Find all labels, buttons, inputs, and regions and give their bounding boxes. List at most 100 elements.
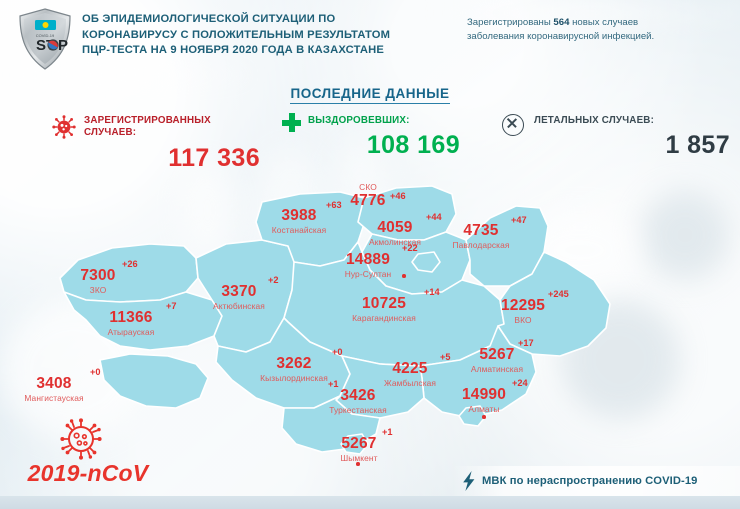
map-label-karaganda: 10725 Карагандинская +14	[340, 287, 440, 323]
bottom-strip	[0, 496, 740, 509]
map-label-vko-value: 12295	[500, 297, 546, 314]
map-label-pavlodar-name: Павлодарская	[452, 240, 510, 250]
map-label-kostanay-value: 3988	[281, 207, 317, 224]
map-label-kyzylorda: 3262 Кызылординская +0	[252, 347, 342, 383]
stat-recovered-label: ВЫЗДОРОВЕВШИХ:	[308, 115, 462, 127]
region-shymkent-city	[340, 433, 369, 455]
region-mangystau	[99, 353, 209, 409]
map-label-aktobe-value: 3370	[221, 283, 257, 300]
stat-recovered-label-line-1: ВЫЗДОРОВЕВШИХ:	[308, 115, 410, 126]
map-label-zhambyl-delta: +5	[440, 352, 451, 362]
ncov-label: 2019-nCoV	[27, 460, 149, 486]
map-label-nursultan-delta: +22	[402, 243, 418, 253]
map-label-almaty-city-value: 14990	[461, 386, 507, 403]
map-label-zko-delta: +26	[122, 259, 138, 269]
plus-icon	[282, 113, 301, 132]
page-title-line-3: ПЦР-ТЕСТА НА 9 НОЯБРЯ 2020 ГОДА В КАЗАХС…	[82, 44, 385, 56]
map-label-vko: 12295 ВКО +245	[492, 289, 569, 325]
map-label-zhambyl: 4225 Жамбылская +5	[374, 352, 451, 388]
map-label-almaty-oblast: 5267 Алматинская +17	[460, 338, 534, 374]
virus-icon	[60, 418, 102, 460]
stat-registered-label: ЗАРЕГИСТРИРОВАННЫХ СЛУЧАЕВ:	[84, 115, 262, 140]
map-label-akmola-name: Акмолинская	[368, 237, 421, 247]
virus-icon	[52, 115, 76, 139]
svg-text:P: P	[58, 37, 68, 54]
footer-bar: МВК по нераспространению COVID-19	[452, 466, 740, 496]
map-label-sko-value: 4776	[350, 192, 386, 209]
map-label-zko-name: ЗКО	[89, 285, 107, 295]
svg-text:COVID-19: COVID-19	[36, 33, 55, 38]
stat-registered-value: 117 336	[168, 143, 260, 172]
map-label-aktobe-name: Актюбинская	[213, 301, 265, 311]
stat-deaths-label-line-1: ЛЕТАЛЬНЫХ СЛУЧАЕВ:	[534, 115, 655, 126]
stop-covid-shield-logo: COVID-19 ST P	[19, 8, 71, 70]
x-circle-icon	[502, 114, 524, 136]
stat-registered-label-line-2: СЛУЧАЕВ:	[84, 127, 137, 139]
background-streak-1	[430, 0, 740, 26]
new-cases-prefix: Зарегистрированы	[467, 17, 554, 28]
kazakhstan-map-svg	[59, 185, 611, 455]
stat-recovered-cases: ВЫЗДОРОВЕВШИХ: 108 169	[282, 113, 462, 160]
map-label-kyzylorda-delta: +0	[332, 347, 343, 357]
map-label-nursultan-value: 14889	[345, 251, 391, 268]
page-title-line-2: КОРОНАВИРУСУ С ПОЛОЖИТЕЛЬНЫМ РЕЗУЛЬТАТОМ	[82, 28, 391, 41]
map-label-kostanay-name: Костанайская	[271, 225, 327, 235]
map-label-turkestan-value: 3426	[340, 387, 376, 404]
map-label-kyzylorda-value: 3262	[276, 355, 312, 372]
map-label-sko-delta: +46	[390, 191, 406, 201]
latest-data-heading: ПОСЛЕДНИЕ ДАННЫЕ	[0, 85, 740, 104]
new-cases-value: 564	[553, 17, 570, 28]
map-label-pavlodar-value: 4735	[463, 222, 499, 239]
map-label-shymkent-value: 5267	[341, 435, 377, 452]
map-label-kostanay-delta: +63	[326, 200, 342, 210]
map-label-nursultan: 14889 Нур-Султан +22	[330, 243, 418, 279]
region-almaty-city	[458, 405, 487, 427]
map-label-nursultan-name: Нур-Султан	[344, 269, 392, 279]
stat-registered-cases: ЗАРЕГИСТРИРОВАННЫХ СЛУЧАЕВ: 117 336	[52, 115, 262, 172]
map-label-vko-name: ВКО	[514, 315, 532, 325]
map-label-almaty-city-delta: +24	[512, 378, 528, 388]
map-label-turkestan-name: Туркестанская	[329, 405, 387, 415]
map-label-karaganda-delta: +14	[424, 287, 440, 297]
map-label-atyrau-name: Атырауская	[107, 327, 155, 337]
map-label-kostanay: 3988 Костанайская +63	[264, 200, 342, 235]
map-label-mangystau-name: Мангистауская	[24, 393, 84, 403]
lightning-bolt-icon	[463, 471, 475, 491]
map-label-akmola-value: 4059	[377, 219, 413, 236]
map-label-zko: 7300 ЗКО +26	[68, 259, 137, 295]
map-label-zhambyl-value: 4225	[392, 360, 428, 377]
stat-deaths-label: ЛЕТАЛЬНЫХ СЛУЧАЕВ:	[534, 115, 732, 127]
map-label-mangystau-value: 3408	[36, 375, 72, 392]
map-label-turkestan: 3426 Туркестанская +1	[316, 379, 400, 415]
map-label-aktobe-delta: +2	[268, 275, 279, 285]
new-cases-note: Зарегистрированы 564 новых случаев забол…	[467, 16, 735, 44]
map-label-akmola-delta: +44	[426, 212, 442, 222]
map-label-mangystau-delta: +0	[90, 367, 101, 377]
map-label-sko: СКО 4776 +46	[340, 182, 405, 209]
map-label-mangystau: 3408 Мангистауская +0	[12, 367, 100, 403]
header: COVID-19 ST P ОБ ЭПИДЕМИОЛОГИЧЕСКОЙ СИТУ…	[0, 0, 740, 78]
map-label-pavlodar: 4735 Павлодарская +47	[443, 215, 526, 250]
map-label-atyrau-value: 11366	[109, 309, 153, 326]
map-label-pavlodar-delta: +47	[511, 215, 527, 225]
map-label-shymkent-name: Шымкент	[340, 453, 378, 463]
stat-registered-label-line-1: ЗАРЕГИСТРИРОВАННЫХ	[84, 115, 211, 126]
new-cases-line-2: заболевания коронавирусной инфекцией.	[467, 31, 655, 42]
map-label-almaty-city-name: Алматы	[468, 404, 500, 414]
map-label-atyrau: 11366 Атырауская +7	[92, 301, 177, 337]
stat-recovered-value: 108 169	[366, 131, 460, 160]
map-label-kyzylorda-name: Кызылординская	[260, 373, 328, 383]
map-label-almaty-oblast-delta: +17	[518, 338, 534, 348]
new-cases-suffix: новых случаев	[569, 17, 639, 28]
map-label-zko-value: 7300	[80, 267, 116, 284]
map-label-aktobe: 3370 Актюбинская +2	[204, 275, 278, 311]
footer-bar-text: МВК по нераспространению COVID-19	[482, 475, 698, 487]
map-label-turkestan-delta: +1	[328, 379, 339, 389]
map-label-sko-name: СКО	[359, 182, 377, 192]
stat-death-cases: ЛЕТАЛЬНЫХ СЛУЧАЕВ: 1 857	[502, 114, 732, 159]
region-vko	[497, 251, 611, 357]
page-title-line-1: ОБ ЭПИДЕМИОЛОГИЧЕСКОЙ СИТУАЦИИ ПО	[82, 13, 336, 25]
map-label-shymkent: 5267 Шымкент +1	[328, 427, 392, 466]
background-blur-5	[640, 190, 730, 280]
